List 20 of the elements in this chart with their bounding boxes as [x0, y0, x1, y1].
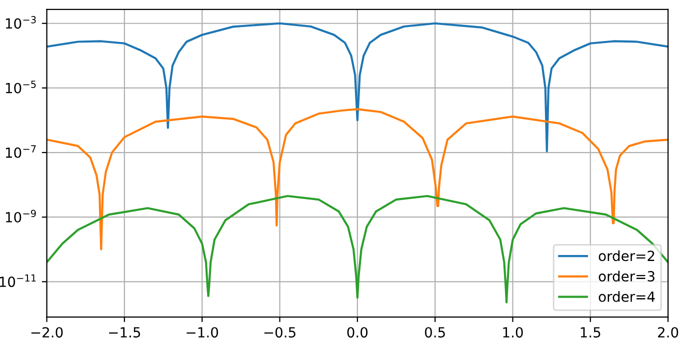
y-tick-label: 10$^{−3}$ [6, 16, 36, 29]
line-series [46, 108, 668, 250]
x-tick-label: 1.0 [503, 327, 523, 338]
line-series [46, 194, 668, 304]
x-tick-label: −0.5 [264, 327, 296, 338]
x-tick-label: 0.0 [347, 327, 368, 338]
legend-label: order=2 [598, 250, 654, 262]
x-tick-label: −1.5 [109, 327, 140, 338]
y-tick-label: 10$^{−5}$ [6, 80, 36, 94]
legend-label: order=4 [598, 291, 655, 302]
y-tick-label: 10$^{−9}$ [6, 210, 36, 222]
x-tick-label: 2.0 [658, 327, 678, 338]
x-tick-label: 0.5 [424, 327, 445, 338]
line-series [46, 22, 668, 152]
x-tick-label: −1.0 [186, 327, 218, 338]
legend-label: order=3 [598, 270, 654, 282]
x-tick-label: 1.5 [580, 327, 600, 338]
y-tick-label: 10$^{−7}$ [6, 145, 36, 158]
y-tick-label: 10$^{−11}$ [0, 274, 36, 288]
x-tick-label: −2.0 [31, 327, 63, 338]
